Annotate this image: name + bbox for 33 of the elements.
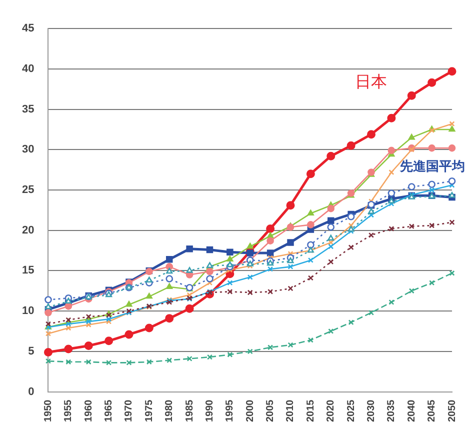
y-tick-label: 40 [22, 62, 34, 75]
x-tick-label: 2025 [346, 399, 357, 422]
x-tick-label: 2015 [305, 399, 316, 422]
x-tick-label: 2010 [285, 399, 296, 422]
x-tick-label: 1980 [164, 399, 176, 422]
x-tick-label: 2020 [326, 399, 337, 422]
y-tick-label: 15 [22, 264, 34, 277]
x-tick-label: 2005 [265, 399, 276, 422]
series-label: 日本 [355, 72, 388, 91]
y-tick-label: 30 [22, 144, 34, 156]
series-label: 先進国平均 [399, 160, 465, 175]
x-tick-label: 1960 [83, 399, 94, 422]
x-tick-label: 1990 [204, 399, 216, 422]
x-tick-label: 2030 [366, 399, 377, 422]
x-tick-label: 1965 [104, 399, 115, 422]
y-tick-label: 45 [22, 22, 34, 35]
y-tick-label: 5 [28, 345, 34, 358]
y-tick-label: 10 [22, 305, 34, 318]
x-tick-label: 2035 [386, 399, 398, 422]
x-tick-label: 2000 [244, 399, 256, 422]
x-tick-label: 1970 [124, 399, 135, 422]
x-tick-label: 1975 [144, 399, 155, 422]
x-tick-label: 2050 [446, 399, 458, 422]
x-tick-label: 1955 [63, 399, 74, 422]
x-tick-label: 1985 [184, 399, 196, 422]
x-tick-label: 2045 [426, 399, 438, 422]
x-tick-label: 1995 [224, 399, 236, 422]
y-tick-label: 0 [28, 386, 34, 398]
x-tick-label: 2040 [406, 399, 418, 422]
y-tick-label: 25 [22, 184, 34, 196]
x-tick-label: 1950 [42, 399, 54, 422]
y-tick-label: 35 [22, 103, 34, 116]
y-tick-label: 20 [22, 224, 34, 236]
